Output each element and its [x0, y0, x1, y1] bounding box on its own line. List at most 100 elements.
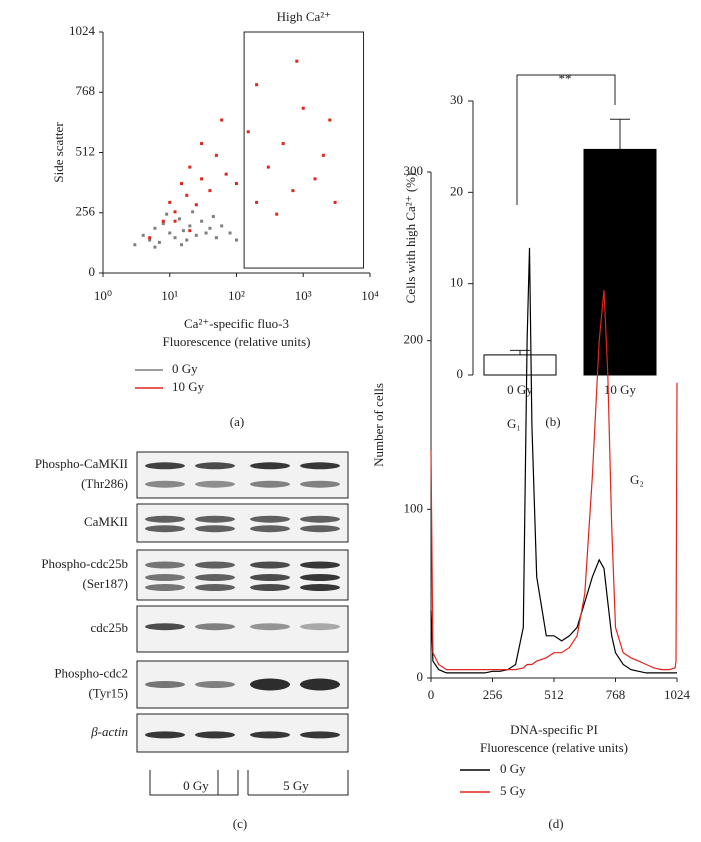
x-tick-label: 10⁴: [361, 288, 379, 303]
scatter-point: [185, 238, 189, 242]
legend-label: 0 Gy: [500, 761, 526, 776]
blot-band: [250, 462, 290, 470]
scatter-point: [208, 189, 212, 193]
blot-row-label: cdc25b: [90, 620, 128, 635]
blot-row-label: CaMKII: [84, 514, 128, 529]
blot-band: [250, 525, 290, 533]
blot-box: [136, 451, 349, 499]
scatter-point: [313, 177, 317, 181]
x-axis-title: DNA-specific PI: [510, 722, 598, 737]
blot-band: [195, 731, 235, 739]
panel-label: (b): [545, 414, 560, 429]
scatter-point: [200, 177, 204, 181]
x-tick-label: 10¹: [161, 288, 178, 303]
significance-label: **: [559, 71, 572, 86]
gate-label: High Ca²⁺: [277, 9, 331, 24]
x-tick-label: 768: [606, 687, 626, 702]
legend-label: 5 Gy: [500, 783, 526, 798]
scatter-point: [173, 219, 177, 223]
blot-band: [250, 623, 290, 631]
y-tick-label: 20: [450, 183, 463, 198]
scatter-point: [235, 238, 238, 242]
scatter-point: [180, 182, 184, 186]
scatter-point: [328, 118, 332, 122]
x-tick-label: 0: [428, 687, 435, 702]
y-tick-label: 100: [404, 500, 424, 515]
histogram-line: [430, 247, 677, 674]
blot-row-label: (Ser187): [83, 576, 129, 591]
blot-row-label: β-actin: [90, 724, 128, 739]
blot-band: [145, 574, 185, 581]
scatter-point: [165, 212, 169, 216]
blot-row-label: (Tyr15): [88, 685, 128, 700]
peak-label: G₁: [507, 416, 521, 431]
scatter-point: [333, 200, 337, 204]
blot-band: [145, 480, 185, 488]
scatter-point: [266, 165, 270, 169]
scatter-point: [220, 224, 224, 228]
x-tick-label: 10 Gy: [604, 382, 637, 397]
y-tick-label: 1024: [69, 23, 96, 38]
group-bracket: [149, 770, 239, 796]
blot-band: [250, 678, 290, 691]
blot-band: [195, 574, 235, 581]
scatter-point: [148, 238, 152, 242]
x-axis-title: Fluorescence (relative units): [480, 740, 628, 755]
scatter-point: [148, 236, 152, 240]
group-bracket: [217, 770, 349, 796]
scatter-point: [200, 219, 204, 223]
scatter-point: [246, 130, 250, 134]
scatter-point: [214, 153, 218, 157]
group-label: 0 Gy: [183, 778, 209, 793]
blot-band: [195, 480, 235, 488]
blot-band: [250, 574, 290, 581]
blot-band: [300, 623, 340, 631]
blot-band: [195, 515, 235, 523]
y-tick-label: 768: [76, 83, 96, 98]
blot-row-label: Phospho-cdc25b: [41, 556, 128, 571]
blot-band: [300, 561, 340, 569]
gate: [243, 31, 365, 269]
scatter-point: [255, 83, 259, 87]
scatter-point: [321, 153, 325, 157]
scatter-point: [188, 165, 192, 169]
blot-band: [145, 731, 185, 739]
y-tick-label: 256: [76, 204, 96, 219]
blot-band: [250, 515, 290, 523]
x-tick-label: 0 Gy: [507, 382, 533, 397]
blot-band: [195, 623, 235, 631]
legend-label: 0 Gy: [172, 361, 198, 376]
x-tick-label: 256: [483, 687, 503, 702]
scatter-point: [153, 226, 157, 230]
group-label: 5 Gy: [283, 778, 309, 793]
blot-band: [300, 731, 340, 739]
histogram-line: [430, 290, 678, 671]
blot-band: [250, 480, 290, 488]
scatter-point: [194, 233, 198, 237]
blot-band: [195, 681, 235, 688]
y-tick-label: 0: [457, 366, 464, 381]
x-tick-label: 10⁰: [94, 288, 112, 303]
blot-row-label: (Thr286): [81, 476, 128, 491]
blot-row-label: Phospho-CaMKII: [35, 456, 128, 471]
scatter-point: [188, 224, 192, 228]
x-tick-label: 10³: [295, 288, 312, 303]
scatter-point: [161, 222, 165, 226]
blot-band: [250, 584, 290, 591]
blot-band: [145, 584, 185, 591]
panel-label: (c): [233, 816, 247, 831]
blot-band: [300, 515, 340, 523]
blot-band: [300, 678, 340, 691]
scatter-point: [185, 193, 189, 197]
y-tick-label: 10: [450, 275, 463, 290]
scatter-point: [133, 243, 137, 247]
y-tick-label: 30: [450, 92, 463, 107]
blot-band: [300, 574, 340, 581]
blot-band: [145, 515, 185, 523]
blot-band: [300, 462, 340, 470]
scatter-point: [200, 142, 204, 146]
panel-label: (a): [230, 414, 244, 429]
scatter-point: [208, 226, 212, 230]
